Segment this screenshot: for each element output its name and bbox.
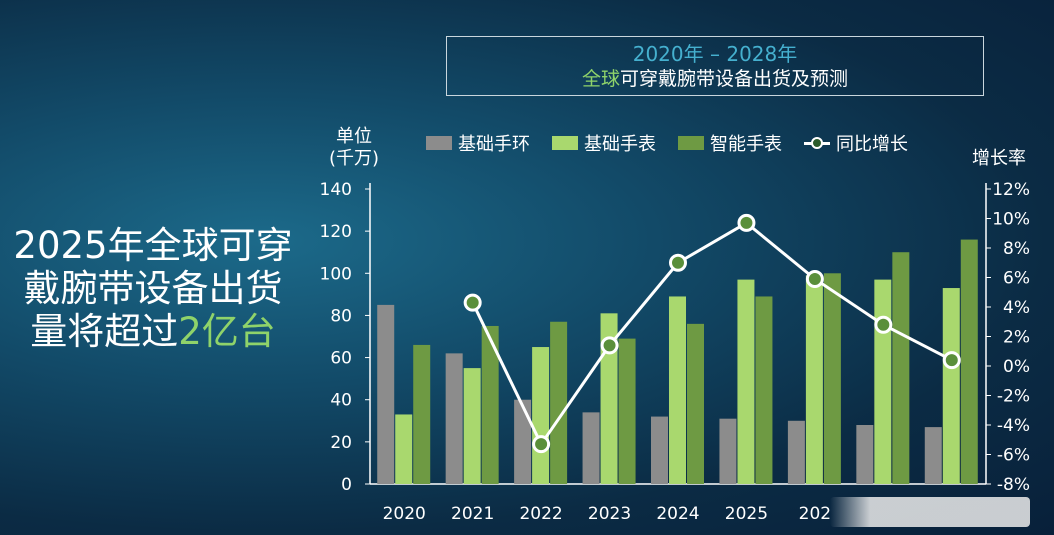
legend-swatch-basic-watch <box>552 136 578 150</box>
bar-智能手表-2026 <box>823 273 841 484</box>
growth-point <box>874 315 893 334</box>
bar-智能手表-2028 <box>960 239 978 484</box>
y-axis-title-left-line1: 单位 <box>336 126 372 147</box>
legend-label-smart-watch: 智能手表 <box>710 134 782 155</box>
x-tick-label: 2022 <box>519 504 562 524</box>
bar-基础手表-2024 <box>669 296 686 484</box>
bar-基础手环-2020 <box>377 304 395 484</box>
bar-基础手表-2025 <box>737 279 755 484</box>
y-tick-label-left: 120 <box>320 222 352 242</box>
bar-基础手环-2021 <box>445 353 463 484</box>
chart-title-box: 2020年 – 2028年 全球可穿戴腕带设备出货及预测 <box>446 36 984 96</box>
bar-智能手表-2025 <box>755 296 773 484</box>
legend-swatch-band <box>426 136 452 150</box>
growth-point <box>600 336 619 355</box>
growth-point <box>942 351 961 370</box>
bar-基础手环-2025 <box>719 418 737 484</box>
y-tick-label-right: 0% <box>1003 357 1030 377</box>
bar-基础手表-2026 <box>805 275 823 484</box>
growth-point <box>669 253 687 272</box>
y-tick-label-right: 10% <box>992 210 1030 230</box>
bar-基础手环-2022 <box>514 399 532 484</box>
bar-基础手表-2027 <box>874 279 892 484</box>
y-tick-label-right: 4% <box>1003 298 1030 318</box>
bar-智能手表-2027 <box>892 252 910 484</box>
y-tick-label-right: -6% <box>997 446 1030 466</box>
bar-基础手表-2020 <box>395 414 413 484</box>
y-tick-label-left: 80 <box>330 306 352 326</box>
x-tick-label: 2023 <box>588 504 631 524</box>
legend-swatch-growth <box>804 136 830 150</box>
bar-基础手环-2024 <box>651 416 668 484</box>
y-tick-label-right: 12% <box>992 180 1030 200</box>
headline-line3-prefix: 量将超过 <box>30 310 179 353</box>
growth-line <box>471 221 953 448</box>
y-axis-title-right: 增长率 <box>972 148 1026 169</box>
bar-基础手环-2028 <box>924 427 942 484</box>
headline-line2: 戴腕带设备出货 <box>23 267 283 310</box>
legend-label-band: 基础手环 <box>458 134 530 155</box>
headline: 2025年全球可穿 戴腕带设备出货 量将超过2亿台 <box>8 224 298 353</box>
headline-highlight: 2亿台 <box>178 310 276 353</box>
chart-title-rest: 可穿戴腕带设备出货及预测 <box>620 68 849 90</box>
bar-基础手环-2026 <box>787 420 805 484</box>
legend-item-smart-watch: 智能手表 <box>678 130 782 156</box>
y-tick-label-right: 6% <box>1003 269 1030 289</box>
watermark-overlay <box>830 497 1030 527</box>
headline-line3: 量将超过2亿台 <box>8 310 298 353</box>
growth-point <box>805 269 824 288</box>
x-tick-label: 2021 <box>451 504 494 524</box>
chart-legend: 基础手环 基础手表 智能手表 同比增长 <box>426 130 930 156</box>
legend-swatch-smart-watch <box>678 136 704 150</box>
y-tick-label-left: 0 <box>341 475 352 495</box>
y-tick-label-right: 2% <box>1003 328 1030 348</box>
growth-point <box>737 213 756 232</box>
y-tick-label-left: 100 <box>320 264 352 284</box>
legend-item-growth: 同比增长 <box>804 130 908 156</box>
legend-item-band: 基础手环 <box>426 130 530 156</box>
bar-基础手表-2023 <box>600 313 618 484</box>
growth-point <box>463 293 482 312</box>
x-tick-label: 2025 <box>725 504 768 524</box>
y-tick-label-left: 20 <box>330 433 352 453</box>
bar-智能手表-2023 <box>618 338 636 484</box>
bar-基础手表-2021 <box>463 368 481 484</box>
headline-line1: 2025年全球可穿 <box>13 224 293 267</box>
chart-title-highlight: 全球 <box>581 68 620 90</box>
legend-label-growth: 同比增长 <box>836 134 908 155</box>
y-tick-label-left: 40 <box>330 391 352 411</box>
chart-title-main: 全球可穿戴腕带设备出货及预测 <box>447 67 983 91</box>
bar-基础手表-2028 <box>942 288 960 484</box>
growth-point <box>532 435 551 454</box>
x-tick-label: 202 <box>799 504 831 524</box>
y-tick-label-right: 8% <box>1003 239 1030 259</box>
y-tick-label-right: -2% <box>997 387 1030 407</box>
y-tick-label-right: -8% <box>997 475 1030 495</box>
bar-基础手环-2023 <box>582 412 600 484</box>
x-tick-label: 2024 <box>656 504 699 524</box>
legend-item-basic-watch: 基础手表 <box>552 130 656 156</box>
bar-智能手表-2024 <box>687 323 704 484</box>
chart-title-years: 2020年 – 2028年 <box>632 42 798 66</box>
bar-基础手表-2022 <box>532 347 550 484</box>
bar-基础手环-2027 <box>856 425 874 484</box>
y-tick-label-right: -4% <box>997 416 1030 436</box>
legend-label-basic-watch: 基础手表 <box>584 134 656 155</box>
y-axis-title-left: 单位 (千万) <box>324 126 384 170</box>
x-tick-label: 2020 <box>383 504 426 524</box>
y-tick-label-left: 60 <box>330 349 352 369</box>
y-tick-label-left: 140 <box>320 180 352 200</box>
bar-智能手表-2022 <box>550 321 568 484</box>
y-axis-title-left-line2: (千万) <box>328 148 380 169</box>
bar-智能手表-2021 <box>481 325 499 484</box>
bar-智能手表-2020 <box>413 344 431 484</box>
